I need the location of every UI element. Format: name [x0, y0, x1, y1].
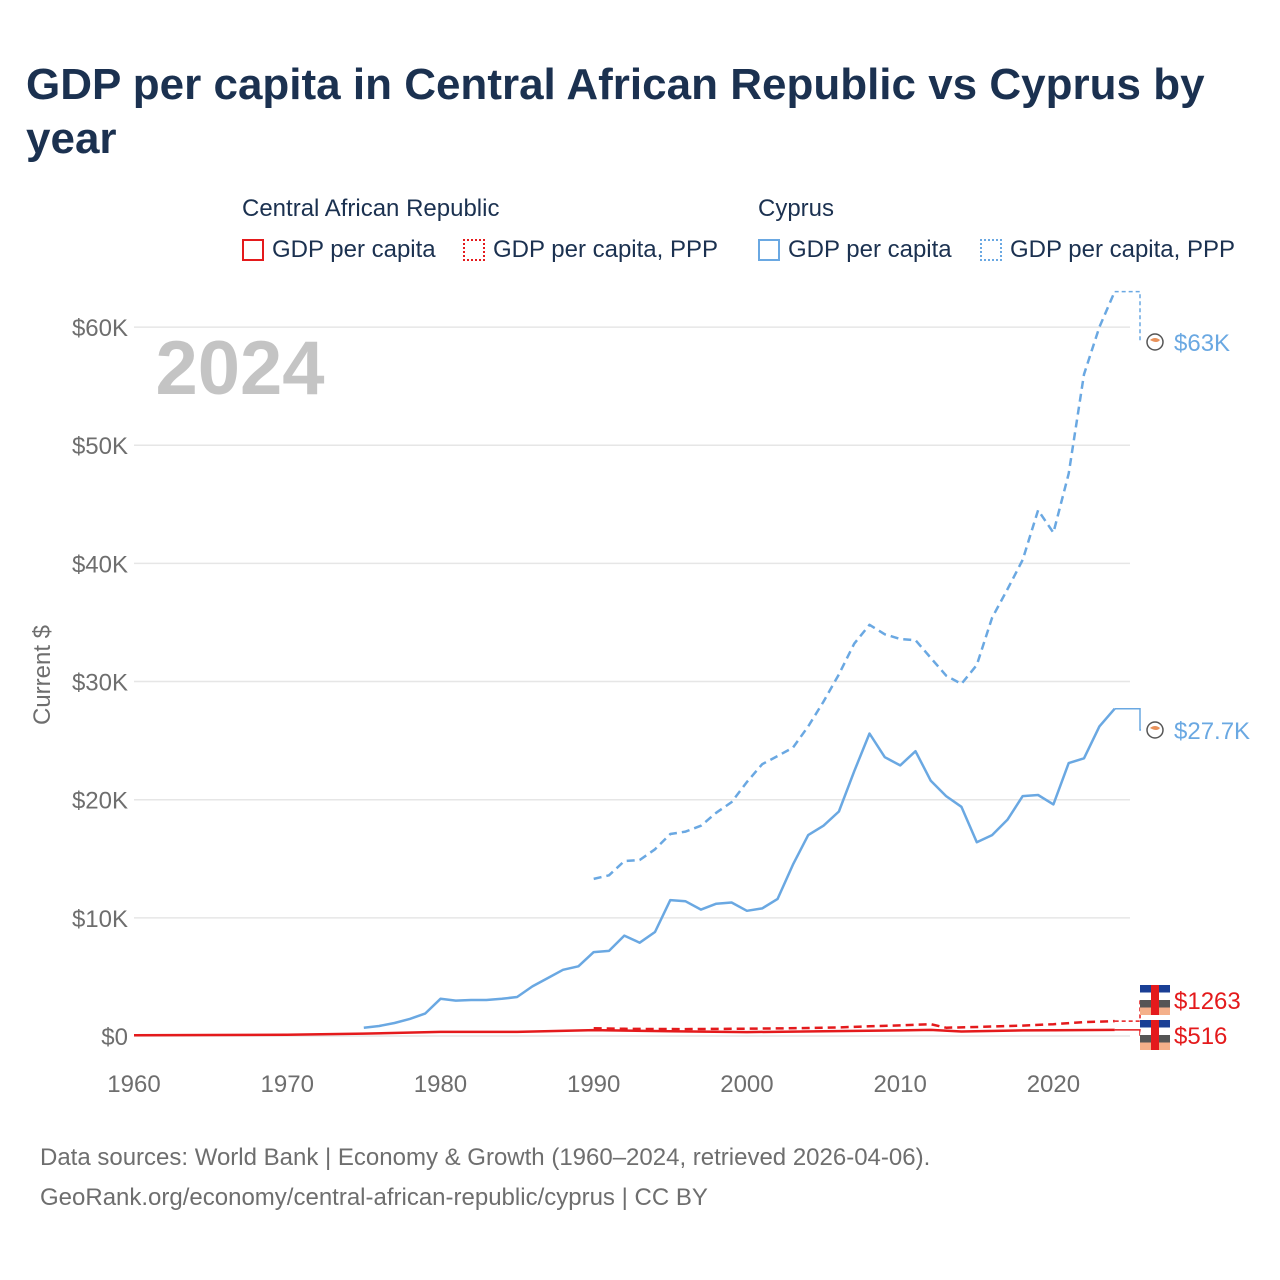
- legend-label: GDP per capita: [788, 236, 952, 263]
- year-label: 2024: [155, 326, 324, 411]
- legend-item-cyprus-gdp[interactable]: GDP per capita: [758, 236, 952, 264]
- x-tick-label: 2000: [720, 1071, 773, 1098]
- x-tick-label: 1970: [261, 1071, 314, 1098]
- end-value-label: $516: [1174, 1023, 1227, 1050]
- series-line: [363, 707, 1116, 1029]
- x-tick-label: 1980: [414, 1071, 467, 1098]
- end-connector: [1114, 290, 1141, 343]
- legend-label: GDP per capita, PPP: [1010, 236, 1235, 263]
- cyprus-map-icon: [1150, 338, 1160, 342]
- cyprus-flag-icon: [1146, 333, 1164, 351]
- footer: Data sources: World Bank | Economy & Gro…: [40, 1138, 930, 1218]
- series-line: [133, 1028, 1115, 1037]
- legend-group-cyprus: Cyprus: [758, 195, 835, 222]
- series-line: [593, 1019, 1115, 1031]
- footer-sources: Data sources: World Bank | Economy & Gro…: [40, 1144, 931, 1171]
- cyprus-map-icon: [1150, 726, 1160, 730]
- y-tick-label: $40K: [72, 551, 128, 578]
- x-tick-label: 1960: [107, 1071, 160, 1098]
- flag-stripe-red: [1151, 1020, 1159, 1050]
- cyprus-flag-icon: [1146, 721, 1164, 739]
- y-tick-label: $30K: [72, 670, 128, 697]
- end-connector: [1114, 707, 1141, 731]
- end-markers: $63K $27.7K $1263 $516: [1114, 290, 1250, 1050]
- end-connector: [1114, 999, 1141, 1022]
- legend-swatch-dotted-icon: [980, 239, 1002, 261]
- x-tick-label: 1990: [567, 1071, 620, 1098]
- central-african-republic-flag-icon: [1140, 985, 1170, 1015]
- series-lines: [133, 291, 1116, 1037]
- legend-swatch-dotted-icon: [463, 239, 485, 261]
- end-value-label: $27.7K: [1174, 718, 1250, 745]
- legend-label: GDP per capita: [272, 236, 436, 263]
- series-line: [593, 291, 1116, 881]
- y-tick-label: $50K: [72, 433, 128, 460]
- y-tick-label: $20K: [72, 788, 128, 815]
- y-tick-label: $10K: [72, 906, 128, 933]
- grid-lines: [134, 326, 1130, 1037]
- x-tick-label: 2010: [873, 1071, 926, 1098]
- y-tick-label: $60K: [72, 315, 128, 342]
- x-axis-ticks: 1960 1970 1980 1990 2000 2010 2020: [107, 1071, 1080, 1098]
- legend-group-car: Central African Republic: [242, 195, 500, 222]
- end-connector: [1114, 1029, 1141, 1036]
- legend-label: GDP per capita, PPP: [493, 236, 718, 263]
- end-value-label: $1263: [1174, 988, 1241, 1015]
- legend-item-car-gdp[interactable]: GDP per capita: [242, 236, 436, 264]
- end-value-label: $63K: [1174, 330, 1230, 357]
- flag-stripe-red: [1151, 985, 1159, 1015]
- legend-item-car-ppp[interactable]: GDP per capita, PPP: [463, 236, 718, 264]
- y-tick-label: $0: [101, 1024, 128, 1051]
- y-axis-label: Current $: [29, 625, 56, 725]
- legend-swatch-solid-icon: [242, 239, 264, 261]
- y-axis-ticks: $0 $10K $20K $30K $40K $50K $60K: [72, 315, 128, 1051]
- x-tick-label: 2020: [1027, 1071, 1080, 1098]
- central-african-republic-flag-icon: [1140, 1020, 1170, 1050]
- chart-title: GDP per capita in Central African Republ…: [26, 60, 1205, 163]
- legend-swatch-solid-icon: [758, 239, 780, 261]
- footer-link[interactable]: GeoRank.org/economy/central-african-repu…: [40, 1184, 708, 1211]
- legend-item-cyprus-ppp[interactable]: GDP per capita, PPP: [980, 236, 1235, 264]
